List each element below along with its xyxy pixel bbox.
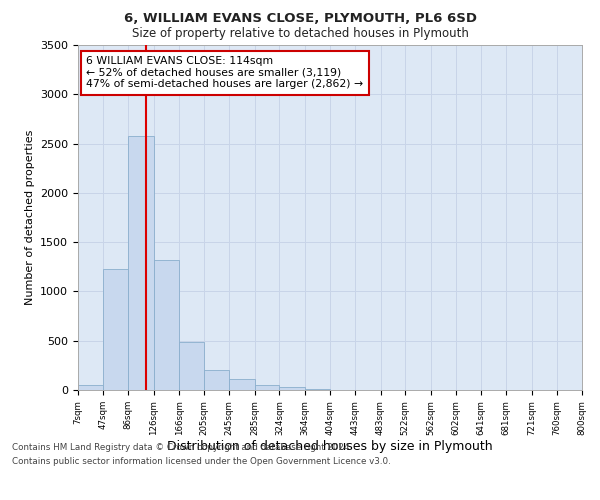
Y-axis label: Number of detached properties: Number of detached properties [25, 130, 35, 305]
Bar [305, 389, 331, 390]
Text: 6 WILLIAM EVANS CLOSE: 114sqm
← 52% of detached houses are smaller (3,119)
47% o: 6 WILLIAM EVANS CLOSE: 114sqm ← 52% of d… [86, 56, 364, 89]
Text: Size of property relative to detached houses in Plymouth: Size of property relative to detached ho… [131, 28, 469, 40]
Text: Contains public sector information licensed under the Open Government Licence v3: Contains public sector information licen… [12, 458, 391, 466]
Bar [204, 370, 229, 390]
Bar [128, 136, 154, 390]
Bar [78, 385, 103, 390]
Text: Contains HM Land Registry data © Crown copyright and database right 2024.: Contains HM Land Registry data © Crown c… [12, 442, 352, 452]
Bar [103, 269, 128, 390]
Bar [280, 387, 305, 390]
Bar [154, 260, 179, 390]
Text: 6, WILLIAM EVANS CLOSE, PLYMOUTH, PL6 6SD: 6, WILLIAM EVANS CLOSE, PLYMOUTH, PL6 6S… [124, 12, 476, 26]
Bar [179, 342, 204, 390]
X-axis label: Distribution of detached houses by size in Plymouth: Distribution of detached houses by size … [167, 440, 493, 453]
Bar [229, 379, 254, 390]
Bar [254, 384, 280, 390]
